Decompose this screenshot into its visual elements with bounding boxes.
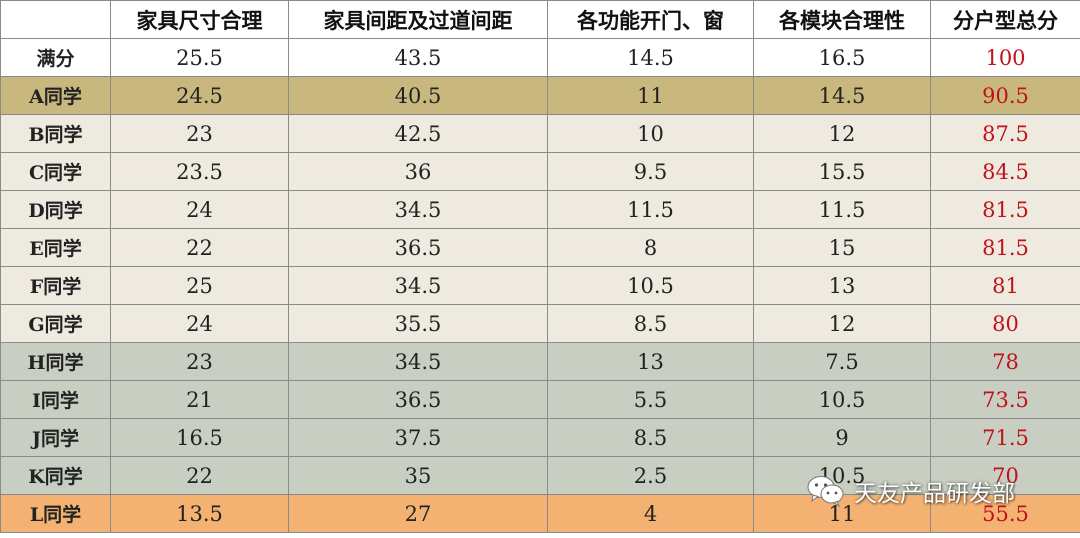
cell-total-score: 81.5 bbox=[930, 190, 1080, 229]
row-label: G同学 bbox=[0, 304, 111, 343]
cell-module-rationality: 7.5 bbox=[753, 342, 931, 381]
cell-doors-windows: 14.5 bbox=[547, 38, 754, 77]
cell-furniture-size: 24 bbox=[110, 304, 289, 343]
cell-module-rationality: 11 bbox=[753, 494, 931, 533]
cell-doors-windows: 8.5 bbox=[547, 304, 754, 343]
cell-furniture-spacing: 36.5 bbox=[288, 228, 548, 267]
cell-module-rationality: 11.5 bbox=[753, 190, 931, 229]
cell-furniture-size: 24 bbox=[110, 190, 289, 229]
cell-furniture-spacing: 34.5 bbox=[288, 190, 548, 229]
cell-furniture-size: 23 bbox=[110, 342, 289, 381]
cell-module-rationality: 12 bbox=[753, 114, 931, 153]
cell-furniture-size: 16.5 bbox=[110, 418, 289, 457]
row-label: B同学 bbox=[0, 114, 111, 153]
cell-doors-windows: 8.5 bbox=[547, 418, 754, 457]
row-label: H同学 bbox=[0, 342, 111, 381]
cell-doors-windows: 9.5 bbox=[547, 152, 754, 191]
cell-module-rationality: 10.5 bbox=[753, 456, 931, 495]
cell-module-rationality: 13 bbox=[753, 266, 931, 305]
row-label: L同学 bbox=[0, 494, 111, 533]
cell-furniture-spacing: 40.5 bbox=[288, 76, 548, 115]
cell-furniture-size: 25 bbox=[110, 266, 289, 305]
cell-module-rationality: 14.5 bbox=[753, 76, 931, 115]
table-row: A同学 24.5 40.5 11 14.5 90.5 bbox=[0, 76, 1080, 115]
row-label: D同学 bbox=[0, 190, 111, 229]
row-label: I同学 bbox=[0, 380, 111, 419]
row-label: A同学 bbox=[0, 76, 111, 115]
cell-total-score: 84.5 bbox=[930, 152, 1080, 191]
table-row: K同学 22 35 2.5 10.5 70 bbox=[0, 456, 1080, 495]
header-furniture-spacing: 家具间距及过道间距 bbox=[288, 0, 548, 39]
cell-total-score: 71.5 bbox=[930, 418, 1080, 457]
cell-doors-windows: 11.5 bbox=[547, 190, 754, 229]
table-row: J同学 16.5 37.5 8.5 9 71.5 bbox=[0, 418, 1080, 457]
cell-doors-windows: 10.5 bbox=[547, 266, 754, 305]
table-row: D同学 24 34.5 11.5 11.5 81.5 bbox=[0, 190, 1080, 229]
cell-doors-windows: 4 bbox=[547, 494, 754, 533]
cell-module-rationality: 16.5 bbox=[753, 38, 931, 77]
cell-module-rationality: 12 bbox=[753, 304, 931, 343]
cell-furniture-spacing: 37.5 bbox=[288, 418, 548, 457]
table-row: L同学 13.5 27 4 11 55.5 bbox=[0, 494, 1080, 533]
cell-module-rationality: 9 bbox=[753, 418, 931, 457]
header-module-rationality: 各模块合理性 bbox=[753, 0, 931, 39]
cell-module-rationality: 15.5 bbox=[753, 152, 931, 191]
cell-module-rationality: 10.5 bbox=[753, 380, 931, 419]
cell-furniture-spacing: 35 bbox=[288, 456, 548, 495]
cell-doors-windows: 11 bbox=[547, 76, 754, 115]
cell-doors-windows: 5.5 bbox=[547, 380, 754, 419]
cell-total-score: 81.5 bbox=[930, 228, 1080, 267]
cell-total-score: 100 bbox=[930, 38, 1080, 77]
cell-total-score: 55.5 bbox=[930, 494, 1080, 533]
row-label: K同学 bbox=[0, 456, 111, 495]
table-row: G同学 24 35.5 8.5 12 80 bbox=[0, 304, 1080, 343]
cell-total-score: 90.5 bbox=[930, 76, 1080, 115]
table-row: C同学 23.5 36 9.5 15.5 84.5 bbox=[0, 152, 1080, 191]
cell-furniture-spacing: 34.5 bbox=[288, 342, 548, 381]
table-row: F同学 25 34.5 10.5 13 81 bbox=[0, 266, 1080, 305]
cell-furniture-spacing: 36.5 bbox=[288, 380, 548, 419]
cell-furniture-spacing: 36 bbox=[288, 152, 548, 191]
cell-furniture-spacing: 43.5 bbox=[288, 38, 548, 77]
cell-furniture-spacing: 27 bbox=[288, 494, 548, 533]
cell-furniture-size: 23.5 bbox=[110, 152, 289, 191]
table-row: H同学 23 34.5 13 7.5 78 bbox=[0, 342, 1080, 381]
cell-total-score: 80 bbox=[930, 304, 1080, 343]
row-label: 满分 bbox=[0, 38, 111, 77]
cell-total-score: 73.5 bbox=[930, 380, 1080, 419]
cell-furniture-size: 22 bbox=[110, 456, 289, 495]
cell-doors-windows: 8 bbox=[547, 228, 754, 267]
cell-furniture-size: 21 bbox=[110, 380, 289, 419]
row-label: F同学 bbox=[0, 266, 111, 305]
row-label: E同学 bbox=[0, 228, 111, 267]
table-row: I同学 21 36.5 5.5 10.5 73.5 bbox=[0, 380, 1080, 419]
cell-total-score: 87.5 bbox=[930, 114, 1080, 153]
header-row: 家具尺寸合理 家具间距及过道间距 各功能开门、窗 各模块合理性 分户型总分 bbox=[0, 0, 1080, 39]
cell-furniture-size: 23 bbox=[110, 114, 289, 153]
cell-furniture-size: 13.5 bbox=[110, 494, 289, 533]
cell-total-score: 81 bbox=[930, 266, 1080, 305]
cell-doors-windows: 10 bbox=[547, 114, 754, 153]
cell-doors-windows: 13 bbox=[547, 342, 754, 381]
cell-doors-windows: 2.5 bbox=[547, 456, 754, 495]
header-cell-blank bbox=[0, 0, 111, 39]
cell-furniture-size: 22 bbox=[110, 228, 289, 267]
header-total-score: 分户型总分 bbox=[930, 0, 1080, 39]
table-row-full-score: 满分 25.5 43.5 14.5 16.5 100 bbox=[0, 38, 1080, 77]
table-row: B同学 23 42.5 10 12 87.5 bbox=[0, 114, 1080, 153]
header-furniture-size: 家具尺寸合理 bbox=[110, 0, 289, 39]
cell-total-score: 70 bbox=[930, 456, 1080, 495]
cell-total-score: 78 bbox=[930, 342, 1080, 381]
row-label: J同学 bbox=[0, 418, 111, 457]
cell-furniture-spacing: 35.5 bbox=[288, 304, 548, 343]
cell-furniture-size: 24.5 bbox=[110, 76, 289, 115]
header-doors-windows: 各功能开门、窗 bbox=[547, 0, 754, 39]
cell-furniture-size: 25.5 bbox=[110, 38, 289, 77]
table-row: E同学 22 36.5 8 15 81.5 bbox=[0, 228, 1080, 267]
cell-furniture-spacing: 34.5 bbox=[288, 266, 548, 305]
cell-module-rationality: 15 bbox=[753, 228, 931, 267]
cell-furniture-spacing: 42.5 bbox=[288, 114, 548, 153]
row-label: C同学 bbox=[0, 152, 111, 191]
